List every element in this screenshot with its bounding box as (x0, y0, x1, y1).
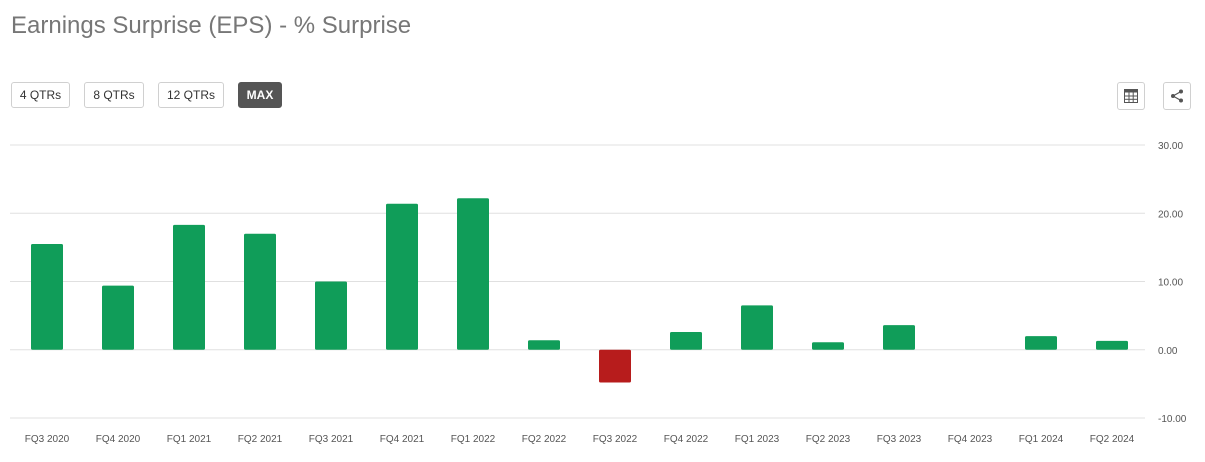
range-12-qtrs-button[interactable]: 12 QTRs (158, 82, 224, 108)
range-max-button[interactable]: MAX (238, 82, 282, 108)
x-tick-label: FQ4 2021 (380, 434, 425, 445)
y-tick-label: 30.00 (1158, 141, 1183, 152)
range-4-qtrs-button[interactable]: 4 QTRs (11, 82, 70, 108)
page-title: Earnings Surprise (EPS) - % Surprise (11, 12, 412, 39)
x-tick-label: FQ4 2020 (96, 434, 141, 445)
bar[interactable] (599, 349, 631, 383)
bar[interactable] (1096, 340, 1128, 350)
x-tick-label: FQ4 2023 (948, 434, 993, 445)
bar[interactable] (386, 203, 418, 350)
x-tick-label: FQ1 2022 (451, 434, 496, 445)
bar[interactable] (670, 332, 702, 350)
x-axis-labels: FQ3 2020 FQ4 2020 FQ1 2021 FQ2 2021 FQ3 2021… (25, 434, 1135, 445)
x-tick-label: FQ3 2023 (877, 434, 922, 445)
bars (31, 198, 1128, 383)
bar[interactable] (741, 305, 773, 350)
x-tick-label: FQ2 2022 (522, 434, 567, 445)
bar[interactable] (31, 243, 63, 350)
bar[interactable] (528, 340, 560, 350)
bar[interactable] (1025, 336, 1057, 350)
eps-surprise-chart: 30.00 20.00 10.00 0.00 -10.00 FQ3 2020 FQ4 20… (10, 141, 1187, 445)
x-tick-label: FQ3 2022 (593, 434, 638, 445)
y-tick-label: 0.00 (1158, 346, 1178, 357)
bar[interactable] (812, 342, 844, 350)
x-tick-label: FQ2 2024 (1090, 434, 1135, 445)
bar[interactable] (315, 281, 347, 350)
x-tick-label: FQ1 2024 (1019, 434, 1064, 445)
x-tick-label: FQ1 2023 (735, 434, 780, 445)
y-tick-label: 20.00 (1158, 209, 1183, 220)
share-icon (1171, 89, 1183, 103)
x-tick-label: FQ4 2022 (664, 434, 709, 445)
x-tick-label: FQ2 2023 (806, 434, 851, 445)
bar[interactable] (457, 198, 489, 350)
bar[interactable] (244, 233, 276, 350)
bar[interactable] (883, 325, 915, 350)
table-icon (1124, 89, 1138, 103)
x-tick-label: FQ2 2021 (238, 434, 283, 445)
bar[interactable] (102, 285, 134, 350)
y-tick-label: -10.00 (1158, 414, 1187, 425)
bar[interactable] (173, 224, 205, 350)
x-tick-label: FQ3 2021 (309, 434, 354, 445)
x-tick-label: FQ3 2020 (25, 434, 70, 445)
share-button[interactable] (1163, 82, 1191, 110)
y-tick-label: 10.00 (1158, 278, 1183, 289)
x-tick-label: FQ1 2021 (167, 434, 212, 445)
table-view-button[interactable] (1117, 82, 1145, 110)
range-8-qtrs-button[interactable]: 8 QTRs (84, 82, 144, 108)
y-axis-labels: 30.00 20.00 10.00 0.00 -10.00 (1158, 141, 1187, 425)
